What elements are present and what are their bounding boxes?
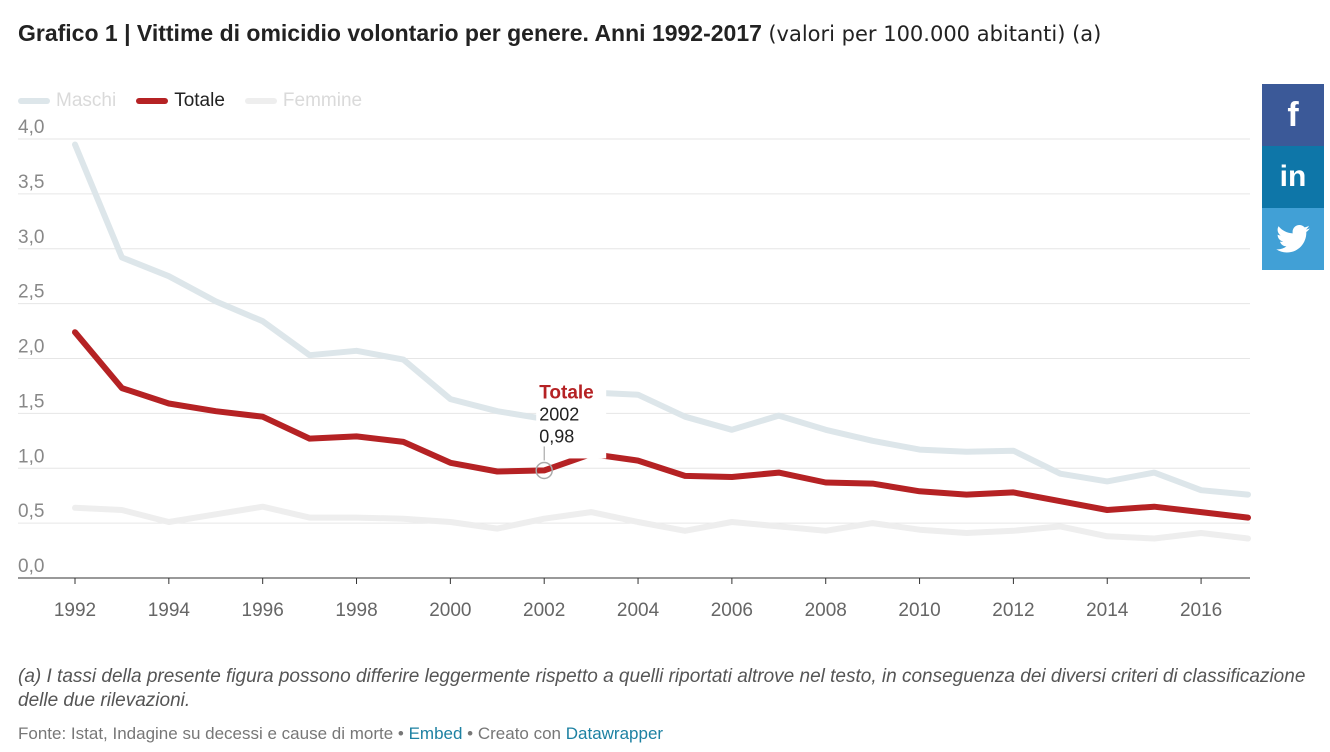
y-tick-label: 0,0 bbox=[18, 556, 44, 577]
annotation-series-label: Totale bbox=[539, 382, 594, 403]
chart-title: Grafico 1 | Vittime di omicidio volontar… bbox=[18, 20, 1101, 47]
y-tick-label: 2,0 bbox=[18, 337, 44, 358]
facebook-icon: f bbox=[1287, 95, 1299, 134]
x-tick-label: 2002 bbox=[523, 600, 565, 621]
social-share-bar: f in bbox=[1262, 84, 1324, 270]
x-tick-label: 1992 bbox=[54, 600, 96, 621]
y-tick-label: 4,0 bbox=[18, 117, 44, 138]
legend-swatch-maschi bbox=[18, 98, 50, 104]
x-tick-label: 2016 bbox=[1180, 600, 1222, 621]
x-tick-label: 2006 bbox=[711, 600, 753, 621]
x-tick-label: 1994 bbox=[148, 600, 191, 621]
legend-swatch-femmine bbox=[244, 98, 277, 104]
embed-link[interactable]: Embed bbox=[408, 724, 463, 743]
series-line-totale bbox=[72, 329, 1251, 521]
x-tick-label: 2008 bbox=[805, 600, 847, 621]
facebook-share-button[interactable]: f bbox=[1262, 84, 1324, 146]
linkedin-icon: in bbox=[1279, 160, 1307, 193]
x-tick-label: 2012 bbox=[992, 600, 1034, 621]
annotation-background bbox=[536, 378, 607, 459]
legend-item-femmine[interactable]: Femmine bbox=[244, 90, 363, 112]
y-tick-label: 3,5 bbox=[18, 172, 44, 193]
y-tick-label: 0,5 bbox=[18, 501, 44, 522]
series-line-femmine bbox=[72, 503, 1251, 542]
line-chart: 0,0 0,5 1,0 1,5 2,0 2,5 3,0 3,5 4,0 1992 1994 1996 1… bbox=[18, 117, 1251, 621]
y-tick-label: 1,5 bbox=[18, 391, 44, 412]
x-tick-label: 2014 bbox=[1086, 600, 1129, 621]
source-separator: • bbox=[393, 724, 409, 743]
annotation-value: 0,98 bbox=[539, 426, 574, 446]
annotation-year: 2002 bbox=[539, 404, 579, 424]
legend-label-maschi: Maschi bbox=[56, 90, 117, 111]
legend-item-totale[interactable]: Totale bbox=[136, 90, 225, 112]
x-tick-label: 2004 bbox=[617, 600, 660, 621]
x-tick-label: 2000 bbox=[429, 600, 471, 621]
y-tick-label: 3,0 bbox=[18, 227, 44, 248]
source-line: Fonte: Istat, Indagine su decessi e caus… bbox=[18, 724, 663, 744]
x-tick-label: 1996 bbox=[242, 600, 284, 621]
legend-swatch-totale bbox=[136, 98, 169, 104]
footnote: (a) I tassi della presente figura posson… bbox=[18, 666, 1306, 711]
y-tick-label: 2,5 bbox=[18, 282, 44, 303]
datawrapper-link[interactable]: Datawrapper bbox=[565, 724, 664, 743]
legend-label-totale: Totale bbox=[174, 90, 225, 111]
legend-label-femmine: Femmine bbox=[282, 90, 363, 111]
source-separator-2: • bbox=[462, 724, 478, 743]
x-tick-label: 2010 bbox=[898, 600, 940, 621]
created-with-text: Creato con bbox=[477, 724, 562, 743]
twitter-icon bbox=[1276, 225, 1310, 253]
twitter-share-button[interactable] bbox=[1262, 208, 1324, 270]
linkedin-share-button[interactable]: in bbox=[1262, 146, 1324, 208]
y-tick-label: 1,0 bbox=[18, 446, 44, 467]
annotation-marker bbox=[535, 461, 553, 480]
legend: Maschi Totale Femmine bbox=[18, 90, 382, 112]
source-text: Fonte: Istat, Indagine su decessi e caus… bbox=[18, 724, 394, 743]
series-line-maschi bbox=[72, 141, 1251, 498]
legend-item-maschi[interactable]: Maschi bbox=[18, 90, 116, 112]
chart-title-bold: Grafico 1 | Vittime di omicidio volontar… bbox=[18, 20, 762, 46]
x-tick-label: 1998 bbox=[335, 600, 377, 621]
chart-title-unit: (valori per 100.000 abitanti) (a) bbox=[768, 22, 1102, 46]
